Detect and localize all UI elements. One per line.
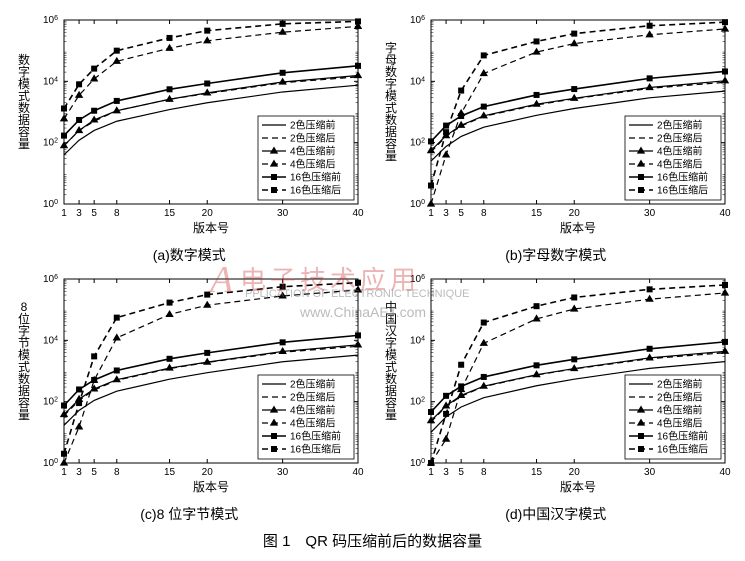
svg-text:3: 3 [76,208,82,219]
svg-text:2色压缩后: 2色压缩后 [657,132,703,145]
svg-text:版本号: 版本号 [193,221,229,235]
panel-c: 135815203040100102104106版本号8位字节模式数据容量2色压… [10,269,369,524]
svg-text:20: 20 [202,467,214,478]
svg-text:15: 15 [164,467,176,478]
svg-text:20: 20 [202,208,214,219]
svg-text:16色压缩前: 16色压缩前 [657,430,708,443]
svg-text:4色压缩前: 4色压缩前 [290,404,336,417]
svg-text:2色压缩后: 2色压缩后 [290,132,336,145]
svg-text:量: 量 [384,149,396,163]
svg-text:8: 8 [480,467,486,478]
svg-text:8: 8 [114,208,120,219]
svg-text:版本号: 版本号 [193,480,229,494]
svg-text:2色压缩前: 2色压缩前 [657,378,703,391]
svg-text:5: 5 [458,467,464,478]
chart-grid: 135815203040100102104106版本号数字模式数据容量2色压缩前… [10,10,735,524]
svg-text:2色压缩前: 2色压缩前 [290,378,336,391]
svg-text:100: 100 [43,199,58,211]
svg-text:16色压缩后: 16色压缩后 [657,184,708,197]
svg-text:2色压缩后: 2色压缩后 [657,391,703,404]
svg-text:102: 102 [409,396,424,408]
svg-text:40: 40 [352,467,364,478]
svg-text:100: 100 [409,199,424,211]
svg-text:40: 40 [352,208,364,219]
svg-text:1: 1 [61,467,67,478]
svg-text:1: 1 [428,467,434,478]
svg-text:4色压缩后: 4色压缩后 [657,417,703,430]
svg-text:1: 1 [61,208,67,219]
svg-text:30: 30 [644,467,656,478]
svg-text:2色压缩前: 2色压缩前 [290,119,336,132]
figure-caption: 图 1 QR 码压缩前后的数据容量 [10,530,735,551]
svg-text:4色压缩前: 4色压缩前 [657,404,703,417]
svg-text:16色压缩后: 16色压缩后 [290,184,341,197]
svg-text:16色压缩后: 16色压缩后 [290,443,341,456]
svg-text:8: 8 [480,208,486,219]
svg-text:8: 8 [114,467,120,478]
panel-d: 135815203040100102104106版本号中国汉字模式数据容量2色压… [377,269,736,524]
svg-text:15: 15 [530,208,542,219]
svg-text:15: 15 [530,467,542,478]
svg-text:4色压缩后: 4色压缩后 [290,417,336,430]
svg-text:102: 102 [43,137,58,149]
svg-text:40: 40 [719,467,731,478]
svg-text:3: 3 [443,208,449,219]
svg-text:版本号: 版本号 [559,480,595,494]
svg-text:5: 5 [458,208,464,219]
svg-text:20: 20 [568,467,580,478]
svg-text:1: 1 [428,208,434,219]
svg-text:3: 3 [443,467,449,478]
svg-text:102: 102 [409,137,424,149]
svg-text:20: 20 [568,208,580,219]
svg-text:2色压缩前: 2色压缩前 [657,119,703,132]
svg-text:4色压缩后: 4色压缩后 [657,158,703,171]
svg-text:40: 40 [719,208,731,219]
panel-b: 135815203040100102104106版本号字母数字模式数据容量2色压… [377,10,736,265]
subtitle-a: (a)数字模式 [10,245,369,265]
svg-text:3: 3 [76,467,82,478]
svg-text:量: 量 [18,408,30,422]
svg-text:106: 106 [409,15,424,27]
svg-text:104: 104 [43,76,58,88]
svg-text:16色压缩后: 16色压缩后 [657,443,708,456]
svg-text:4色压缩前: 4色压缩前 [657,145,703,158]
svg-text:104: 104 [409,335,424,347]
svg-text:102: 102 [43,396,58,408]
svg-text:4色压缩后: 4色压缩后 [290,158,336,171]
svg-text:30: 30 [277,208,289,219]
svg-text:104: 104 [409,76,424,88]
svg-text:16色压缩前: 16色压缩前 [290,171,341,184]
svg-text:106: 106 [409,274,424,286]
subtitle-b: (b)字母数字模式 [377,245,736,265]
subtitle-c: (c)8 位字节模式 [10,504,369,524]
svg-text:量: 量 [384,408,396,422]
svg-text:4色压缩前: 4色压缩前 [290,145,336,158]
svg-text:106: 106 [43,15,58,27]
svg-text:16色压缩前: 16色压缩前 [290,430,341,443]
svg-text:104: 104 [43,335,58,347]
svg-text:106: 106 [43,274,58,286]
svg-text:15: 15 [164,208,176,219]
svg-text:版本号: 版本号 [559,221,595,235]
svg-text:100: 100 [409,458,424,470]
subtitle-d: (d)中国汉字模式 [377,504,736,524]
svg-text:30: 30 [644,208,656,219]
svg-text:2色压缩后: 2色压缩后 [290,391,336,404]
svg-text:100: 100 [43,458,58,470]
svg-text:16色压缩前: 16色压缩前 [657,171,708,184]
svg-text:量: 量 [18,137,30,151]
svg-text:5: 5 [91,467,97,478]
panel-a: 135815203040100102104106版本号数字模式数据容量2色压缩前… [10,10,369,265]
svg-text:5: 5 [91,208,97,219]
svg-text:30: 30 [277,467,289,478]
